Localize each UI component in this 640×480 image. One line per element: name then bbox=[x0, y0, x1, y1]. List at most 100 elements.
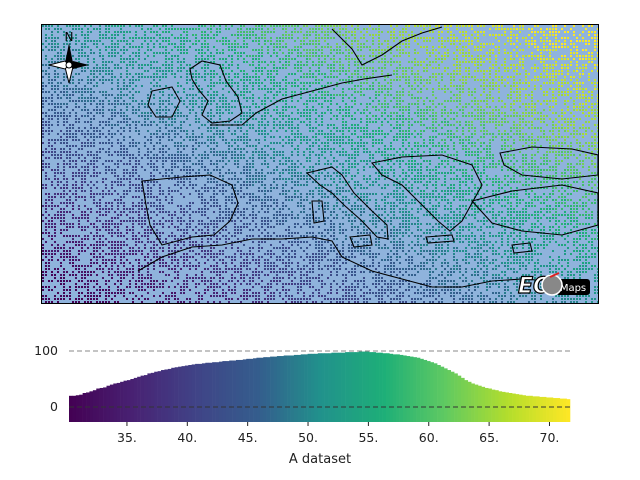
data-point bbox=[459, 25, 461, 27]
data-point bbox=[372, 136, 374, 138]
data-point bbox=[474, 103, 476, 105]
data-point bbox=[366, 40, 368, 42]
data-point bbox=[81, 70, 83, 72]
data-point bbox=[72, 124, 74, 126]
data-point bbox=[198, 160, 200, 162]
data-point bbox=[111, 37, 113, 39]
data-point bbox=[159, 112, 161, 114]
data-point bbox=[537, 46, 539, 48]
data-point bbox=[63, 31, 65, 33]
data-point bbox=[333, 37, 335, 39]
data-point bbox=[549, 136, 551, 138]
data-point bbox=[57, 112, 59, 114]
data-point bbox=[579, 67, 581, 69]
data-point bbox=[240, 34, 242, 36]
data-point bbox=[525, 142, 527, 144]
data-point bbox=[567, 37, 569, 39]
data-point bbox=[342, 166, 344, 168]
data-point bbox=[225, 28, 227, 30]
data-point bbox=[48, 109, 50, 111]
data-point bbox=[243, 115, 245, 117]
data-point bbox=[96, 40, 98, 42]
data-point bbox=[561, 145, 563, 147]
data-point bbox=[183, 58, 185, 60]
data-point bbox=[168, 88, 170, 90]
data-point bbox=[294, 31, 296, 33]
data-point bbox=[138, 106, 140, 108]
data-point bbox=[411, 85, 413, 87]
data-point bbox=[156, 31, 158, 33]
data-point bbox=[447, 154, 449, 156]
data-point bbox=[411, 163, 413, 165]
data-point bbox=[570, 64, 572, 66]
data-point bbox=[489, 166, 491, 168]
data-point bbox=[162, 151, 164, 153]
data-point bbox=[405, 133, 407, 135]
data-point bbox=[87, 55, 89, 57]
data-point bbox=[309, 58, 311, 60]
data-point bbox=[120, 55, 122, 57]
data-point bbox=[588, 145, 590, 147]
data-point bbox=[201, 97, 203, 99]
data-point bbox=[87, 34, 89, 36]
data-point bbox=[483, 163, 485, 165]
data-point bbox=[180, 142, 182, 144]
data-point bbox=[471, 91, 473, 93]
data-point bbox=[186, 64, 188, 66]
data-point bbox=[273, 157, 275, 159]
data-point bbox=[393, 118, 395, 120]
data-point bbox=[498, 97, 500, 99]
data-point bbox=[414, 163, 416, 165]
data-point bbox=[357, 148, 359, 150]
data-point bbox=[168, 154, 170, 156]
map-canvas[interactable] bbox=[42, 25, 599, 304]
data-point bbox=[327, 145, 329, 147]
map-panel[interactable]: N Maps EO bbox=[41, 24, 599, 304]
data-point bbox=[441, 109, 443, 111]
data-point bbox=[87, 139, 89, 141]
data-point bbox=[117, 139, 119, 141]
data-point bbox=[519, 49, 521, 51]
data-point bbox=[372, 49, 374, 51]
data-point bbox=[108, 28, 110, 30]
data-point bbox=[480, 64, 482, 66]
data-point bbox=[402, 49, 404, 51]
data-point bbox=[543, 91, 545, 93]
data-point bbox=[516, 67, 518, 69]
data-point bbox=[384, 157, 386, 159]
data-point bbox=[219, 109, 221, 111]
data-point bbox=[60, 49, 62, 51]
data-point bbox=[594, 145, 596, 147]
data-point bbox=[63, 79, 65, 81]
data-point bbox=[579, 145, 581, 147]
data-point bbox=[492, 25, 494, 27]
data-point bbox=[87, 151, 89, 153]
data-point bbox=[123, 25, 125, 27]
data-point bbox=[168, 133, 170, 135]
data-point bbox=[435, 67, 437, 69]
data-point bbox=[102, 100, 104, 102]
data-point bbox=[249, 124, 251, 126]
data-point bbox=[597, 100, 598, 102]
data-point bbox=[276, 55, 278, 57]
data-point bbox=[222, 160, 224, 162]
data-point bbox=[264, 109, 266, 111]
data-point bbox=[576, 157, 578, 159]
data-point bbox=[456, 112, 458, 114]
data-point bbox=[504, 49, 506, 51]
data-point bbox=[90, 142, 92, 144]
data-point bbox=[99, 91, 101, 93]
data-point bbox=[495, 115, 497, 117]
data-point bbox=[345, 73, 347, 75]
data-point bbox=[498, 70, 500, 72]
data-point bbox=[417, 61, 419, 63]
data-point bbox=[312, 61, 314, 63]
data-point bbox=[456, 25, 458, 27]
data-point bbox=[141, 115, 143, 117]
data-point bbox=[513, 133, 515, 135]
data-point bbox=[150, 76, 152, 78]
data-point bbox=[285, 28, 287, 30]
data-point bbox=[135, 130, 137, 132]
data-point bbox=[594, 133, 596, 135]
data-point bbox=[585, 64, 587, 66]
